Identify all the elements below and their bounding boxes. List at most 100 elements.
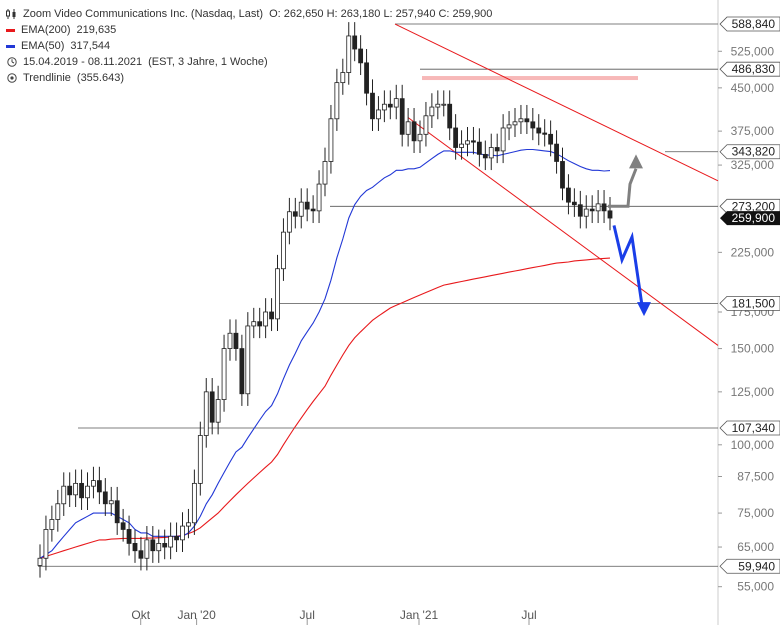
candle-body: [595, 203, 601, 212]
candle-body: [108, 500, 114, 505]
legend-ema50[interactable]: EMA(50) 317,544: [6, 38, 492, 54]
legend-ema200[interactable]: EMA(200) 219,635: [6, 22, 492, 38]
candle-body: [411, 121, 417, 142]
settings-circle-icon: [6, 73, 17, 83]
candle-body: [465, 140, 470, 145]
candle-body: [203, 391, 209, 436]
candle-body: [476, 141, 482, 155]
candle-body: [387, 103, 393, 108]
chart-legend: Zoom Video Communications Inc. (Nasdaq, …: [6, 6, 492, 86]
x-tick-label: Okt: [131, 608, 150, 622]
candle-body: [459, 143, 464, 148]
candle-body: [49, 519, 55, 530]
candle-body: [55, 503, 61, 520]
candle-body: [168, 535, 174, 548]
candle-body: [61, 485, 67, 505]
candle-body: [571, 201, 577, 206]
candle-body: [263, 311, 269, 327]
bearish-scenario-arrow: [612, 225, 644, 306]
candle-body: [524, 118, 530, 123]
ema200-swatch-icon: [6, 28, 15, 32]
candle-body: [114, 500, 120, 524]
legend-trendline[interactable]: Trendlinie (355.643): [6, 70, 492, 86]
candle-body: [67, 485, 73, 496]
ema50-label: EMA(50): [21, 40, 65, 52]
candle-body: [447, 103, 453, 129]
candle-body: [364, 62, 369, 94]
clock-icon: [6, 57, 17, 67]
candle-body: [340, 72, 346, 84]
candle-body: [399, 98, 405, 135]
candle-body: [132, 543, 138, 552]
candle-body: [405, 121, 411, 135]
ema50-swatch-icon: [6, 44, 15, 48]
y-tick-label: 55,000: [737, 580, 774, 594]
candle-body: [370, 92, 375, 120]
candle-body: [144, 539, 150, 559]
candle-body: [536, 127, 542, 134]
y-tick-label: 375,000: [731, 124, 775, 138]
candle-body: [328, 118, 334, 162]
candle-body: [37, 557, 43, 566]
candle-body: [233, 332, 239, 349]
bullish-arrow-head-icon: [629, 154, 643, 169]
legend-title-row: Zoom Video Communications Inc. (Nasdaq, …: [6, 6, 492, 22]
resistance-band: [422, 76, 638, 81]
candle-body: [79, 482, 84, 499]
candle-body: [346, 35, 352, 73]
x-tick-label: Jan '20: [177, 608, 216, 622]
candle-body: [423, 115, 429, 135]
candle-body: [471, 140, 476, 143]
candle-body: [269, 311, 274, 320]
y-tick-label: 87,500: [737, 469, 774, 483]
level-tag-label: 59,940: [738, 559, 775, 573]
trendline-label: Trendlinie: [23, 72, 71, 84]
x-tick-label: Jul: [521, 608, 536, 622]
candle-body: [286, 211, 292, 233]
candle-body: [91, 480, 96, 487]
candle-body: [156, 543, 162, 552]
candle-body: [180, 525, 185, 541]
candle-body: [73, 482, 79, 496]
candle-body: [298, 201, 304, 217]
y-tick-label: 325,000: [731, 158, 775, 172]
candle-body: [512, 121, 518, 126]
candle-body: [281, 231, 286, 270]
candle-body: [102, 491, 108, 505]
candle-body: [251, 321, 257, 327]
candle-body: [548, 133, 554, 145]
candle-body: [494, 147, 500, 152]
candle-body: [162, 543, 168, 548]
candle-body: [221, 348, 227, 400]
ema50-value: 317,544: [70, 40, 111, 52]
candle-body: [310, 208, 316, 212]
candle-body: [120, 522, 126, 530]
period-settings: (EST, 3 Jahre, 1 Woche): [148, 56, 268, 68]
candlestick-icon: [6, 9, 17, 19]
candle-body: [316, 183, 322, 212]
candle-body: [601, 203, 607, 212]
candle-body: [358, 48, 364, 64]
x-tick-label: Jul: [300, 608, 315, 622]
channel-upper-trendline: [394, 23, 719, 182]
level-tag-label: 273,200: [732, 199, 776, 213]
level-tag: [719, 61, 780, 77]
level-tag-label: 343,820: [732, 145, 776, 159]
candle-body: [518, 118, 524, 123]
candle-body: [227, 332, 233, 349]
candle-body: [488, 147, 494, 159]
candle-body: [435, 103, 441, 108]
candle-body: [554, 143, 559, 162]
ohlc-values: O: 262,650 H: 263,180 L: 257,940 C: 259,…: [269, 8, 493, 20]
candle-body: [209, 391, 215, 423]
candle-body: [257, 321, 263, 327]
candle-body: [191, 482, 197, 524]
candle-body: [304, 201, 310, 210]
candle-body: [150, 539, 156, 552]
candle-body: [542, 132, 548, 135]
candle-body: [530, 121, 536, 129]
last-price-label: 259,900: [732, 211, 776, 225]
level-tag: [719, 198, 780, 214]
y-tick-label: 150,000: [731, 342, 775, 356]
